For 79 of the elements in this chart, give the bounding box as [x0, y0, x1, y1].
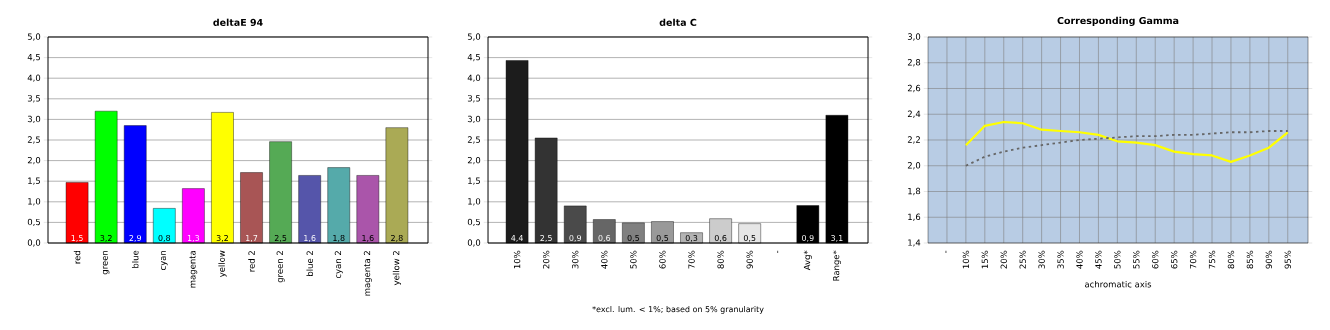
x-tick-label: Range*: [832, 250, 841, 281]
y-tick-label: 2,5: [27, 136, 40, 144]
x-axis-title: achromatic axis: [1084, 280, 1152, 288]
y-tick-label: 1,0: [468, 198, 481, 206]
y-tick-label: 1,8: [908, 187, 921, 196]
y-tick-label: 5,0: [27, 33, 41, 41]
y-tick-label: 2,8: [907, 59, 921, 67]
x-tick-label: Avg*: [803, 250, 812, 271]
x-tick-label: blue 2: [306, 251, 313, 276]
x-tick-label: 25%: [1019, 250, 1026, 269]
x-tick-label: 30%: [1038, 250, 1045, 269]
x-tick-label: 10%: [962, 250, 970, 269]
y-tick-label: 1,4: [908, 239, 921, 247]
chart-title: delta C: [659, 18, 697, 27]
x-tick-label: 55%: [1133, 250, 1140, 269]
x-tick-label: red: [73, 251, 81, 264]
y-tick-label: 2,2: [907, 136, 920, 144]
x-tick-label: magenta 2: [363, 251, 372, 296]
y-tick-label: 0,0: [27, 239, 41, 247]
x-tick-label: 50%: [1114, 250, 1121, 269]
x-tick-label: 20%: [542, 250, 550, 269]
y-tick-label: 4,5: [467, 54, 480, 62]
x-tick-label: blue: [131, 250, 139, 268]
x-tick-label: 80%: [1227, 250, 1235, 269]
x-tick-label: 90%: [1265, 250, 1273, 269]
y-tick-label: 4,0: [27, 74, 41, 82]
x-tick-label: 45%: [1095, 250, 1102, 269]
x-tick-label: 80%: [717, 250, 724, 269]
x-tick-label: 95%: [1284, 250, 1291, 269]
x-tick-label: 65%: [1170, 250, 1178, 269]
y-tick-label: 0,5: [467, 218, 480, 227]
x-tick-label: 60%: [1152, 250, 1159, 269]
x-tick-label: 70%: [688, 250, 695, 269]
x-tick-label: 10%: [513, 250, 521, 269]
y-tick-label: 0,5: [27, 218, 40, 227]
x-tick-label: 85%: [1246, 250, 1254, 269]
x-tick-label: -: [777, 250, 779, 253]
x-tick-label: green 2: [276, 251, 285, 283]
line-series: [964, 120, 1289, 163]
y-tick-label: 5,0: [467, 33, 481, 41]
x-tick-label: yellow: [218, 250, 227, 278]
y-tick-label: 2,6: [907, 84, 921, 93]
y-tick-label: 2,5: [467, 136, 480, 144]
x-tick-label: cyan 2: [334, 251, 343, 279]
y-tick-label: 1,5: [28, 177, 40, 185]
y-tick-label: 4,5: [27, 54, 40, 62]
y-tick-label: 3,0: [907, 33, 921, 41]
y-tick-label: 2,4: [907, 110, 921, 118]
y-tick-label: 3,5: [467, 95, 480, 103]
y-tick-label: 0,0: [467, 239, 481, 247]
x-tick-label: 75%: [1208, 250, 1216, 269]
y-tick-label: 1,5: [468, 177, 480, 185]
x-tick-label: 90%: [746, 250, 753, 269]
x-tick-label: 40%: [601, 250, 608, 269]
x-tick-label: 40%: [1076, 250, 1083, 269]
x-tick-label: 35%: [1057, 250, 1064, 269]
y-tick-label: 3,0: [27, 115, 41, 124]
x-tick-label: 50%: [630, 250, 637, 269]
y-tick-label: 2,0: [27, 156, 41, 165]
x-tick-label: cyan: [161, 251, 168, 271]
y-tick-label: 2,0: [907, 162, 921, 170]
x-tick-label: 70%: [1189, 250, 1197, 269]
x-tick-label: -: [945, 250, 947, 253]
x-tick-label: 30%: [572, 250, 579, 269]
chart-title: Corresponding Gamma: [1057, 16, 1179, 26]
y-tick-label: 3,5: [27, 95, 40, 103]
chart-title: deltaE 94: [213, 18, 263, 27]
y-tick-label: 2,0: [467, 156, 481, 165]
x-tick-label: 20%: [1000, 250, 1007, 269]
x-tick-label: green: [102, 251, 110, 275]
y-tick-label: 1,0: [28, 198, 41, 206]
x-tick-label: 60%: [659, 250, 666, 269]
y-tick-label: 3,0: [467, 115, 481, 124]
y-tick-label: 1,6: [908, 213, 921, 221]
x-tick-label: 15%: [981, 250, 989, 269]
y-tick-label: 4,0: [467, 74, 481, 82]
x-tick-label: magenta: [189, 251, 198, 288]
x-tick-label: red 2: [248, 251, 255, 272]
x-tick-label: yellow 2: [392, 251, 401, 286]
